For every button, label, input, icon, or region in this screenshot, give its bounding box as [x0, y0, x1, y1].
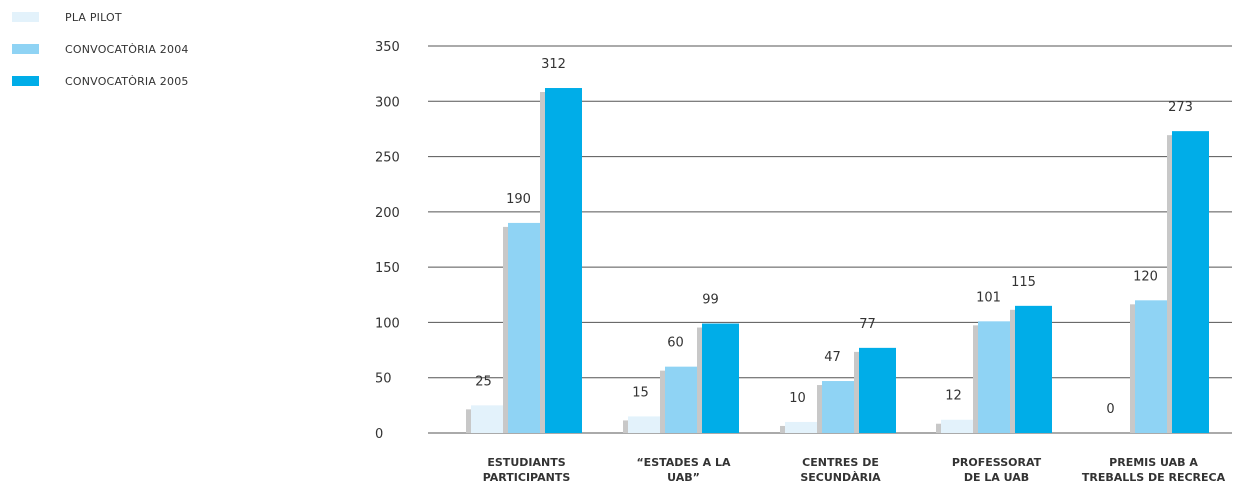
y-tick-label: 250	[375, 151, 400, 166]
legend-label: CONVOCATÒRIA 2004	[65, 42, 189, 56]
x-category-label: PROFESSORAT	[952, 456, 1042, 469]
y-tick-label: 50	[375, 372, 392, 387]
bar-shadow	[1167, 135, 1172, 433]
data-label: 47	[824, 350, 841, 365]
bar	[628, 416, 665, 433]
data-label: 77	[859, 317, 876, 332]
data-label: 12	[945, 389, 962, 404]
bar	[508, 222, 545, 433]
bar	[1135, 300, 1172, 433]
data-label: 10	[789, 391, 806, 406]
data-label: 273	[1168, 100, 1193, 115]
x-category-label: “ESTADES A LA	[636, 456, 731, 469]
bar	[978, 321, 1015, 433]
data-label: 190	[506, 192, 531, 207]
bar-shadow	[503, 226, 508, 433]
bar-shadow	[660, 370, 665, 433]
x-category-label: PARTICIPANTS	[483, 471, 571, 484]
bar-shadow	[780, 425, 785, 433]
bar	[785, 421, 822, 433]
legend-item: CONVOCATÒRIA 2004	[12, 41, 189, 57]
data-label: 99	[702, 293, 719, 308]
bar-shadow	[1130, 304, 1135, 433]
data-label: 101	[976, 290, 1001, 305]
x-category-label: TREBALLS DE RECRECA	[1082, 471, 1226, 484]
data-label: 312	[541, 57, 566, 72]
bar	[1015, 305, 1052, 433]
data-label: 15	[632, 385, 649, 400]
bar-shadow	[623, 420, 628, 433]
legend-item: PLA PILOT	[12, 9, 189, 25]
legend-label: PLA PILOT	[65, 10, 122, 24]
bar	[702, 323, 739, 433]
data-label: 60	[667, 336, 684, 351]
legend: PLA PILOT CONVOCATÒRIA 2004 CONVOCATÒRIA 2…	[12, 9, 189, 105]
x-category-label: UAB”	[667, 471, 700, 484]
y-tick-label: 100	[375, 316, 400, 331]
bar	[1172, 131, 1209, 433]
x-category-label: PREMIS UAB A	[1109, 456, 1198, 469]
x-category-label: DE LA UAB	[964, 471, 1029, 484]
bar	[545, 88, 582, 433]
legend-item: CONVOCATÒRIA 2005	[12, 73, 189, 89]
bar-shadow	[936, 423, 941, 433]
y-tick-label: 300	[375, 95, 400, 110]
y-tick-label: 350	[375, 40, 400, 55]
bar-shadow	[854, 351, 859, 433]
y-tick-label: 150	[375, 261, 400, 276]
legend-swatch	[12, 76, 39, 86]
data-label: 25	[475, 374, 492, 389]
y-tick-label: 0	[375, 427, 383, 442]
data-label: 120	[1133, 269, 1158, 284]
x-category-label: CENTRES DE	[802, 456, 879, 469]
bar-shadow	[697, 327, 702, 433]
bar	[822, 381, 859, 433]
legend-swatch	[12, 44, 39, 54]
data-label: 0	[1106, 402, 1114, 417]
bar-shadow	[817, 385, 822, 433]
bar	[665, 366, 702, 433]
bar	[859, 347, 896, 433]
bar-shadow	[973, 325, 978, 433]
bar-shadow	[1010, 309, 1015, 433]
bar-shadow	[540, 92, 545, 433]
x-category-label: ESTUDIANTS	[487, 456, 565, 469]
y-tick-label: 200	[375, 206, 400, 221]
legend-label: CONVOCATÒRIA 2005	[65, 74, 189, 88]
data-label: 115	[1011, 275, 1036, 290]
bar	[941, 419, 978, 433]
bar-shadow	[466, 409, 471, 433]
bar	[471, 405, 508, 433]
x-category-label: SECUNDÀRIA	[800, 471, 881, 484]
legend-swatch	[12, 12, 39, 22]
